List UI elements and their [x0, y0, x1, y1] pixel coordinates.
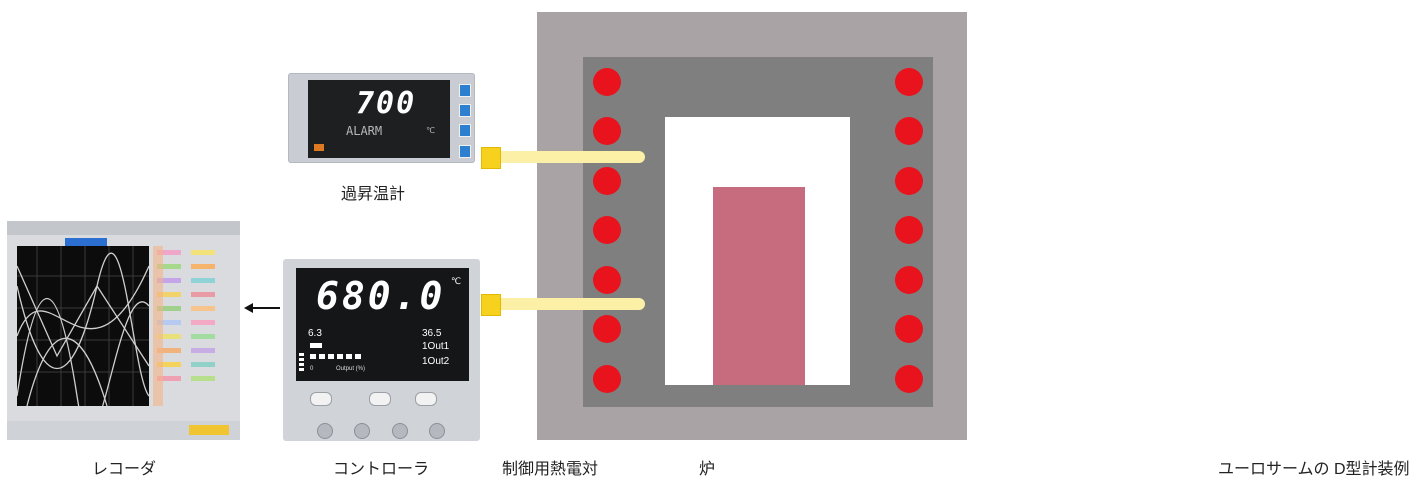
over-temp-unit: ℃ [426, 126, 435, 135]
furnace-load [713, 187, 805, 385]
controller-label: コントローラ [333, 461, 430, 478]
controller-key-3[interactable] [392, 423, 408, 439]
heater-right-2 [895, 117, 923, 145]
recorder-channel-panel [151, 246, 231, 406]
controller-output-bar-2 [310, 354, 362, 359]
controller-sub-left: 6.3 [308, 328, 322, 339]
over-temp-button-2[interactable] [459, 104, 471, 117]
figure-caption: ユーロサームの D型計装例 [1218, 461, 1410, 478]
over-temp-status-text: ALARM [346, 124, 383, 138]
controller-vertical-bar [299, 351, 304, 371]
controller-output-label: Output (%) [336, 366, 366, 372]
over-temp-thermocouple-rod [497, 151, 645, 163]
heater-left-2 [593, 117, 621, 145]
over-temp-button-1[interactable] [459, 84, 471, 97]
heater-right-4 [895, 216, 923, 244]
heater-left-7 [593, 365, 621, 393]
controller-button-2[interactable] [369, 392, 391, 406]
over-temp-display: 700 ALARM ℃ [308, 80, 450, 158]
control-thermocouple-head [481, 294, 501, 316]
heater-left-4 [593, 216, 621, 244]
recorder-bottom-bezel [7, 421, 240, 440]
signal-arrow-line [252, 307, 280, 309]
controller-display: 680.0 ℃ 6.3 36.5 1Out1 1Out2 0 Output (%… [296, 268, 469, 381]
controller-key-1[interactable] [317, 423, 333, 439]
over-temp-thermocouple-head [481, 147, 501, 169]
over-temp-button-3[interactable] [459, 124, 471, 137]
controller-pv-value: 680.0 [316, 274, 446, 318]
heater-right-6 [895, 315, 923, 343]
recorder-top-bar [7, 221, 240, 235]
control-thermocouple-label: 制御用熱電対 [502, 461, 599, 478]
over-temp-button-4[interactable] [459, 145, 471, 158]
controller-line-2: 1Out2 [422, 356, 450, 367]
controller-key-2[interactable] [354, 423, 370, 439]
controller-line-1: 1Out1 [422, 341, 450, 352]
heater-left-3 [593, 167, 621, 195]
heater-left-6 [593, 315, 621, 343]
heater-right-7 [895, 365, 923, 393]
controller-sub-right: 36.5 [422, 328, 442, 339]
recorder-title-bar [65, 238, 107, 247]
over-temp-meter-label: 過昇温計 [341, 186, 406, 203]
recorder-status-badge [189, 425, 229, 435]
controller-output-bar-1 [310, 343, 322, 348]
controller-unit: ℃ [451, 276, 462, 286]
recorder-trend-screen [16, 246, 150, 434]
heater-right-1 [895, 68, 923, 96]
controller-button-1[interactable] [310, 392, 332, 406]
recorder-trend-chart [16, 246, 150, 434]
recorder-label: レコーダ [92, 461, 157, 478]
controller-output-zero: 0 [310, 366, 314, 372]
furnace-label: 炉 [699, 461, 716, 478]
heater-left-1 [593, 68, 621, 96]
heater-left-5 [593, 266, 621, 294]
controller-button-3[interactable] [415, 392, 437, 406]
over-temp-value: 700 [356, 86, 417, 121]
control-thermocouple-rod [497, 298, 645, 310]
signal-arrow-head [244, 303, 253, 313]
heater-right-5 [895, 266, 923, 294]
controller-key-4[interactable] [429, 423, 445, 439]
over-temp-indicator [314, 144, 324, 151]
heater-right-3 [895, 167, 923, 195]
